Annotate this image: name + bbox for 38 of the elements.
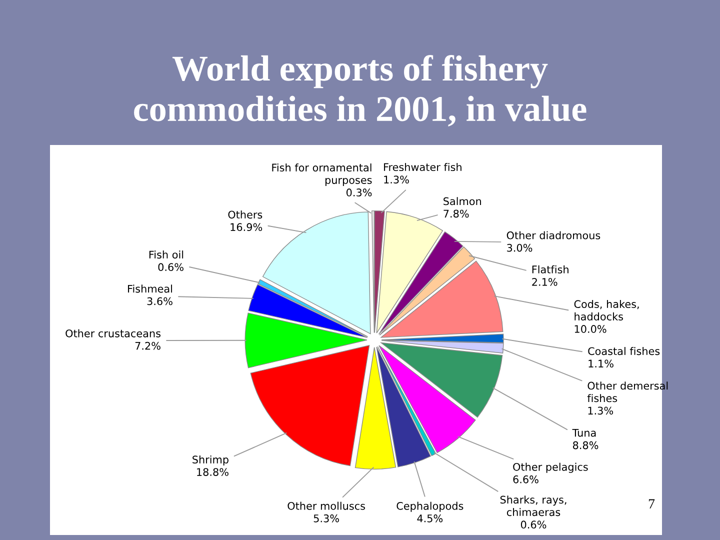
data-label: 7.2%: [135, 342, 160, 350]
slice-label: Cephalopods: [396, 502, 464, 512]
slice-label: Other molluscs: [288, 502, 365, 510]
slice-label: Other pelagics: [513, 462, 588, 473]
data-label: 0.6%: [520, 520, 546, 529]
slice-label: Shrimp: [192, 455, 228, 466]
slice-label: Others: [228, 210, 262, 219]
data-label: 1.1%: [588, 360, 614, 368]
data-label: 3.0%: [507, 244, 532, 252]
data-label: 8.8%: [572, 441, 598, 450]
slice-label: Fishmeal: [128, 284, 172, 293]
slice-label: Tuna: [572, 428, 596, 437]
text: 7: [648, 499, 655, 508]
data-label: 3.6%: [147, 297, 172, 306]
data-label: 18.8%: [197, 468, 228, 476]
data-label: 16.9%: [230, 223, 262, 232]
slice-label: Salmon: [444, 197, 481, 206]
data-label: 1.3%: [384, 176, 409, 184]
slice-label: Other diadromous: [506, 231, 600, 240]
slice-label: Freshwater fish: [384, 162, 462, 172]
slice-label: Cods, hakes, haddocks: [574, 300, 639, 320]
slice-label: Fish oil: [149, 250, 184, 259]
slice-label: Other crustaceans: [66, 329, 160, 338]
data-label: 10.0%: [574, 325, 606, 333]
data-label: 4.5%: [417, 514, 443, 522]
slice-label: Coastal fishes: [588, 347, 660, 356]
data-label: 6.6%: [513, 475, 538, 484]
data-label: 2.1%: [532, 278, 558, 286]
chart-title: World exports of fishery commodities in 2001, in value: [134, 55, 586, 126]
slice-label: Fish for ornamental purposes: [272, 163, 372, 186]
slice-label: Flatfish: [532, 265, 568, 274]
data-label: 7.8%: [444, 210, 469, 218]
slice-label: Other demersal fishes: [587, 382, 668, 402]
data-label: 5.3%: [314, 514, 339, 522]
slice-label: Sharks, rays, chimaeras: [500, 496, 566, 516]
data-label: 0.3%: [346, 188, 372, 196]
data-label: 0.6%: [158, 263, 184, 272]
data-label: 1.3%: [588, 406, 614, 415]
